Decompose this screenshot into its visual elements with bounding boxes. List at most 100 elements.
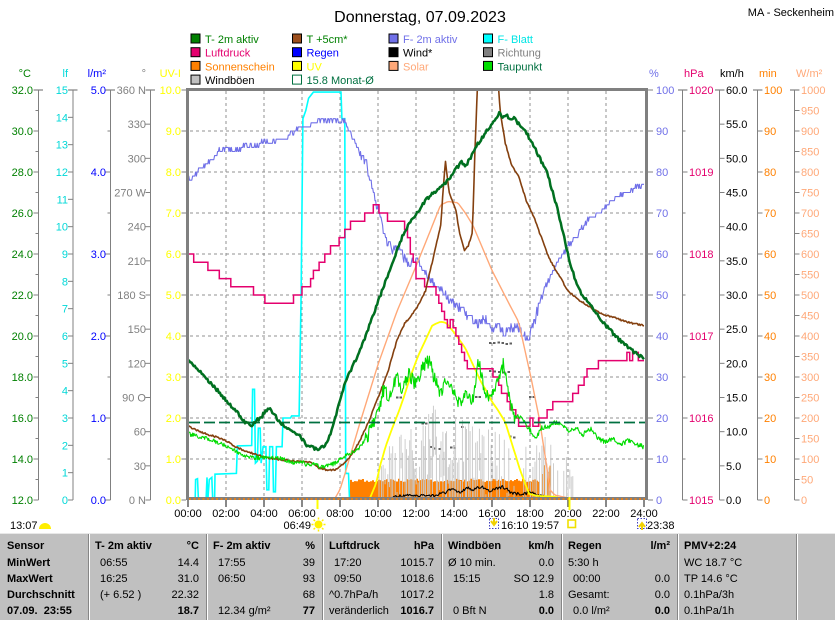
- svg-text:26.0: 26.0: [12, 208, 33, 220]
- svg-text:70: 70: [764, 208, 776, 220]
- svg-text:15.0: 15.0: [726, 393, 747, 405]
- svg-text:4.0: 4.0: [91, 167, 106, 179]
- svg-text:10.0: 10.0: [726, 427, 747, 439]
- svg-text:Sonnenschein: Sonnenschein: [205, 61, 275, 73]
- svg-text:0.0: 0.0: [91, 495, 106, 507]
- svg-text:950: 950: [801, 106, 819, 118]
- svg-text:14.0: 14.0: [12, 454, 33, 466]
- svg-text:6.0: 6.0: [166, 249, 181, 261]
- svg-text:13: 13: [56, 140, 68, 152]
- svg-text:15: 15: [56, 85, 68, 97]
- svg-text:8: 8: [62, 276, 68, 288]
- svg-text:180 S: 180 S: [117, 290, 146, 302]
- svg-text:0: 0: [764, 495, 770, 507]
- svg-text:4.0: 4.0: [166, 331, 181, 343]
- svg-text:0: 0: [62, 495, 68, 507]
- svg-text:650: 650: [801, 229, 819, 241]
- svg-text:50.0: 50.0: [726, 153, 747, 165]
- svg-text:30.0: 30.0: [726, 290, 747, 302]
- svg-text:50: 50: [801, 475, 813, 487]
- svg-text:02:00: 02:00: [212, 508, 240, 520]
- svg-text:Wind*: Wind*: [403, 48, 433, 60]
- svg-text:3.0: 3.0: [166, 372, 181, 384]
- svg-text:00:00: 00:00: [174, 508, 202, 520]
- svg-text:06:00: 06:00: [288, 508, 316, 520]
- svg-text:1: 1: [62, 468, 68, 480]
- svg-text:3.0: 3.0: [91, 249, 106, 261]
- svg-text:min: min: [759, 68, 777, 80]
- svg-text:0 N: 0 N: [129, 495, 146, 507]
- svg-text:40: 40: [764, 331, 776, 343]
- svg-text:1017: 1017: [689, 331, 713, 343]
- svg-text:60.0: 60.0: [726, 85, 747, 97]
- svg-text:12:00: 12:00: [402, 508, 430, 520]
- svg-text:9.0: 9.0: [166, 126, 181, 138]
- svg-text:°C: °C: [19, 68, 31, 80]
- svg-text:15.8 Monat-Ø: 15.8 Monat-Ø: [307, 75, 375, 87]
- svg-text:2.0: 2.0: [91, 331, 106, 343]
- svg-text:20.0: 20.0: [12, 331, 33, 343]
- svg-text:750: 750: [801, 188, 819, 200]
- svg-text:850: 850: [801, 147, 819, 159]
- svg-text:10.0: 10.0: [160, 85, 181, 97]
- svg-text:10: 10: [656, 454, 668, 466]
- svg-text:14:00: 14:00: [440, 508, 468, 520]
- svg-text:800: 800: [801, 167, 819, 179]
- svg-text:20.0: 20.0: [726, 358, 747, 370]
- svg-text:700: 700: [801, 208, 819, 220]
- svg-text:50: 50: [764, 290, 776, 302]
- svg-text:80: 80: [764, 167, 776, 179]
- svg-text:Windböen: Windböen: [205, 75, 255, 87]
- svg-text:1018: 1018: [689, 249, 713, 261]
- svg-text:Richtung: Richtung: [498, 48, 541, 60]
- svg-text:0.0: 0.0: [166, 495, 181, 507]
- svg-text:60: 60: [764, 249, 776, 261]
- svg-text:100: 100: [656, 85, 674, 97]
- svg-text:12.0: 12.0: [12, 495, 33, 507]
- svg-text:10: 10: [56, 222, 68, 234]
- svg-text:20:00: 20:00: [554, 508, 582, 520]
- svg-text:50: 50: [656, 290, 668, 302]
- svg-text:10: 10: [764, 454, 776, 466]
- svg-text:350: 350: [801, 352, 819, 364]
- svg-text:20: 20: [656, 413, 668, 425]
- svg-text:30.0: 30.0: [12, 126, 33, 138]
- svg-text:7: 7: [62, 304, 68, 316]
- svg-text:600: 600: [801, 249, 819, 261]
- svg-text:5.0: 5.0: [166, 290, 181, 302]
- svg-text:300: 300: [128, 153, 146, 165]
- svg-text:0.0: 0.0: [726, 495, 741, 507]
- svg-text:l/m²: l/m²: [88, 68, 107, 80]
- svg-text:11: 11: [57, 194, 68, 206]
- svg-text:Taupunkt: Taupunkt: [498, 61, 543, 73]
- svg-text:330: 330: [128, 119, 146, 131]
- svg-text:5.0: 5.0: [91, 85, 106, 97]
- svg-text:1.0: 1.0: [91, 413, 106, 425]
- svg-text:100: 100: [801, 454, 819, 466]
- svg-text:550: 550: [801, 270, 819, 282]
- svg-text:0: 0: [656, 495, 662, 507]
- svg-text:90 O: 90 O: [122, 393, 146, 405]
- svg-text:16:10 19:57: 16:10 19:57: [501, 520, 559, 532]
- svg-text:Luftdruck: Luftdruck: [205, 48, 251, 60]
- svg-text:1000: 1000: [801, 85, 825, 97]
- svg-text:16:00: 16:00: [478, 508, 506, 520]
- svg-text:8.0: 8.0: [166, 167, 181, 179]
- svg-text:F- 2m aktiv: F- 2m aktiv: [403, 34, 458, 46]
- svg-text:70: 70: [656, 208, 668, 220]
- svg-text:450: 450: [801, 311, 819, 323]
- svg-text:2.0: 2.0: [166, 413, 181, 425]
- svg-text:Regen: Regen: [307, 48, 339, 60]
- svg-text:F- Blatt: F- Blatt: [498, 34, 533, 46]
- svg-text:hPa: hPa: [684, 68, 704, 80]
- svg-text:300: 300: [801, 372, 819, 384]
- svg-text:40: 40: [656, 331, 668, 343]
- svg-text:%: %: [649, 68, 659, 80]
- svg-text:150: 150: [128, 324, 146, 336]
- svg-text:08:00: 08:00: [326, 508, 354, 520]
- svg-text:20: 20: [764, 413, 776, 425]
- svg-text:25.0: 25.0: [726, 324, 747, 336]
- svg-text:28.0: 28.0: [12, 167, 33, 179]
- svg-text:MA - Seckenheim: MA - Seckenheim: [748, 7, 834, 19]
- svg-text:35.0: 35.0: [726, 256, 747, 268]
